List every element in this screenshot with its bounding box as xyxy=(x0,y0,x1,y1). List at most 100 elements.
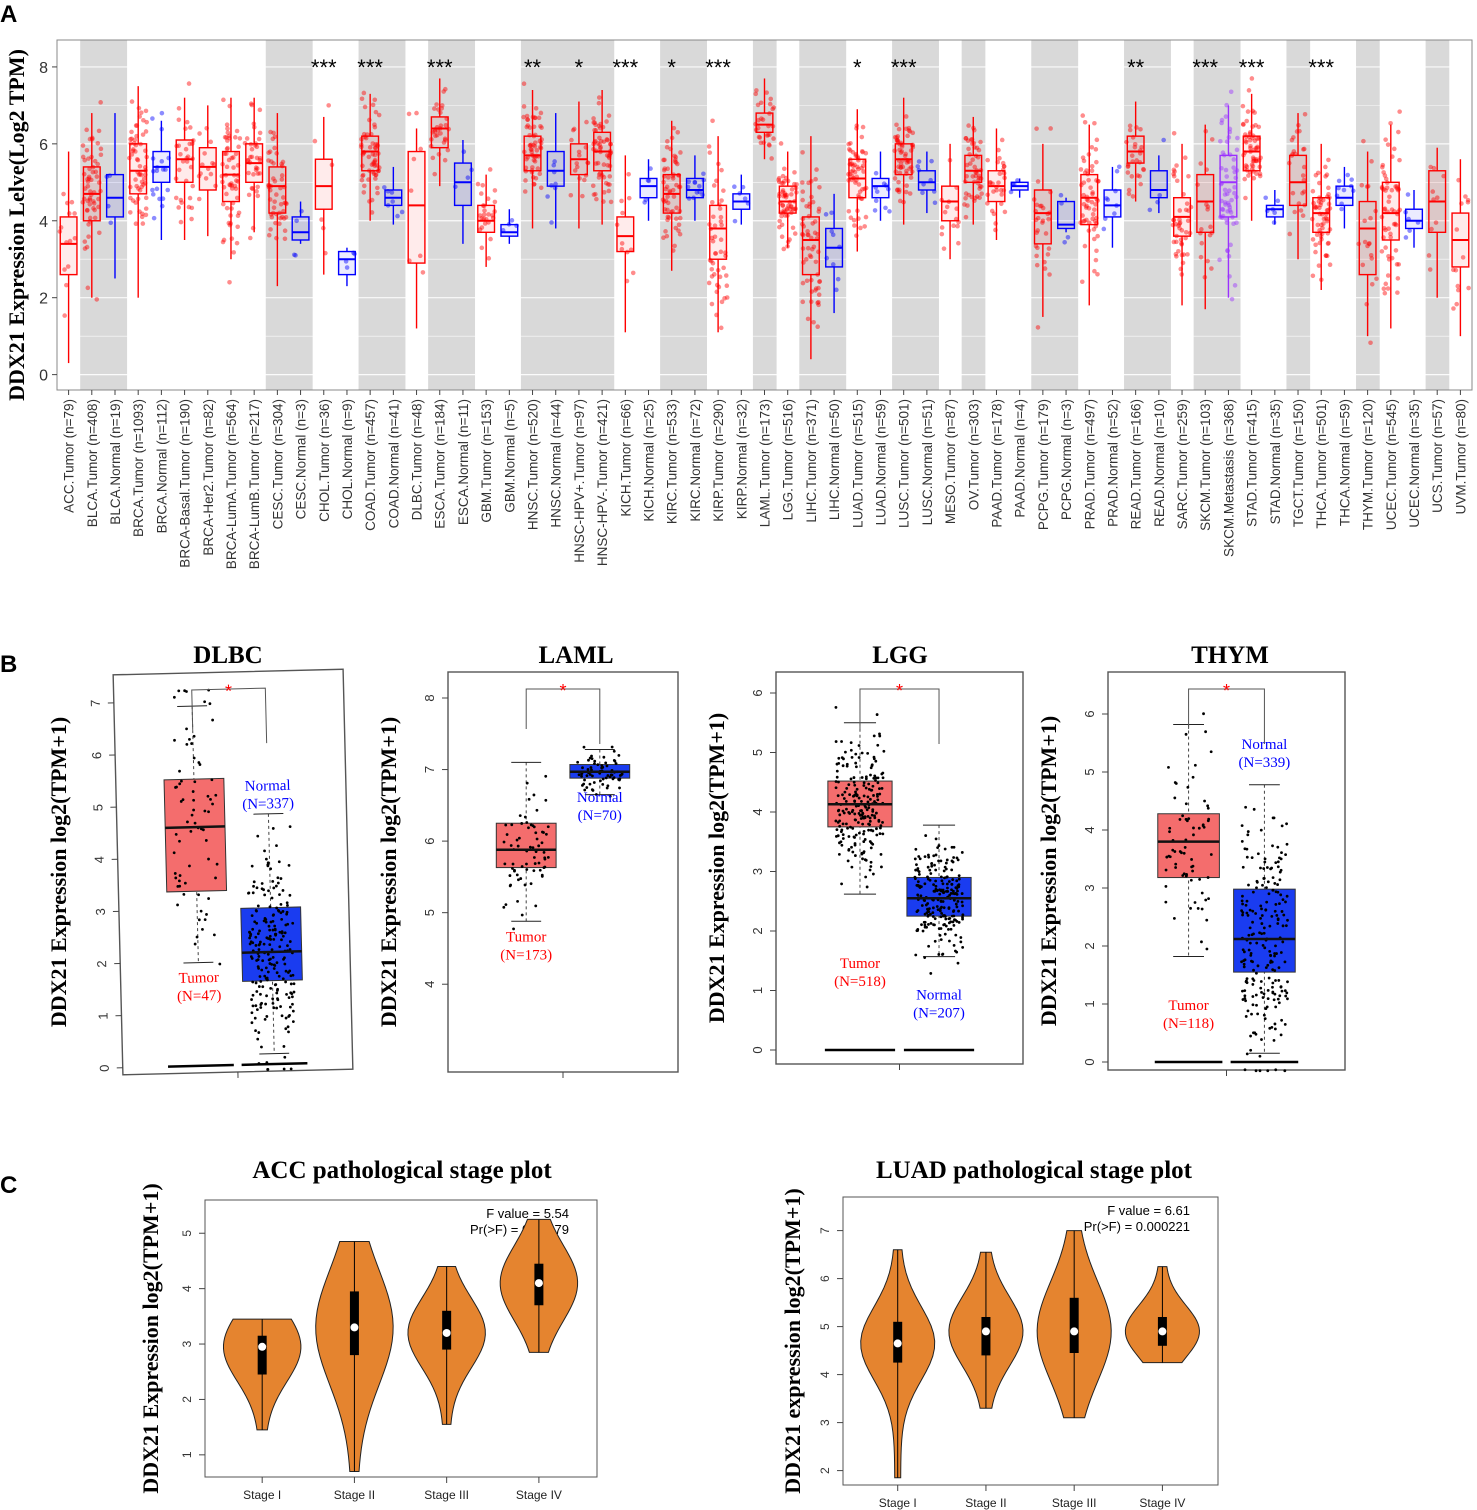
data-point xyxy=(1164,868,1168,872)
box xyxy=(407,150,426,264)
data-point xyxy=(1034,230,1040,235)
data-point xyxy=(275,991,279,995)
data-point xyxy=(1093,147,1099,152)
data-point xyxy=(233,178,239,183)
data-point xyxy=(1252,110,1257,115)
data-point xyxy=(263,1017,267,1021)
data-point xyxy=(1090,216,1095,222)
data-point xyxy=(800,189,806,194)
x-tick-label: LGG.Tumor (n=516) xyxy=(781,399,796,520)
data-point xyxy=(1386,226,1391,231)
data-point xyxy=(272,967,276,970)
data-point xyxy=(823,212,829,217)
data-point xyxy=(273,924,277,928)
data-point xyxy=(134,183,139,189)
data-point xyxy=(966,146,971,152)
data-point xyxy=(515,873,519,877)
violin-median xyxy=(534,1279,543,1288)
data-point xyxy=(1263,860,1267,864)
data-point xyxy=(1289,137,1295,143)
data-point xyxy=(1271,220,1277,225)
data-point xyxy=(913,857,917,861)
data-point xyxy=(231,165,236,170)
data-point xyxy=(1275,952,1278,955)
data-point xyxy=(672,159,678,164)
data-point xyxy=(1081,219,1086,224)
data-point xyxy=(281,216,287,221)
data-point xyxy=(293,253,298,258)
data-point xyxy=(804,203,809,209)
data-point xyxy=(898,150,904,155)
plot-frame xyxy=(447,671,679,1073)
data-point xyxy=(86,156,91,161)
data-point xyxy=(1268,1026,1272,1030)
data-point xyxy=(859,149,865,154)
data-point xyxy=(711,214,716,220)
data-point xyxy=(1231,221,1236,226)
data-point xyxy=(876,781,880,785)
data-point xyxy=(840,828,844,832)
data-point xyxy=(373,109,379,115)
significance-bracket xyxy=(1188,688,1265,744)
y-tick-label: 6 xyxy=(89,752,104,760)
data-point xyxy=(250,914,254,918)
data-point xyxy=(1382,225,1387,231)
data-point xyxy=(284,1027,288,1031)
data-point xyxy=(881,832,885,836)
data-point xyxy=(533,140,538,145)
data-point xyxy=(1280,824,1284,828)
data-point xyxy=(869,846,873,850)
data-point xyxy=(918,857,922,861)
data-point xyxy=(1205,258,1210,264)
data-point xyxy=(312,138,318,144)
data-point xyxy=(957,874,961,878)
data-point xyxy=(248,936,252,940)
data-point xyxy=(1263,857,1267,861)
data-point xyxy=(533,175,539,181)
data-point xyxy=(183,126,188,131)
data-point xyxy=(257,948,261,951)
data-point xyxy=(525,117,530,122)
x-tick-label: LUAD.Tumor (n=515) xyxy=(850,399,865,528)
data-point xyxy=(438,131,443,136)
data-point xyxy=(1386,199,1392,204)
data-point xyxy=(436,151,442,157)
box xyxy=(453,162,472,207)
data-point xyxy=(854,233,859,238)
data-point xyxy=(371,160,376,165)
data-point xyxy=(178,839,181,843)
data-point xyxy=(251,927,255,931)
data-point xyxy=(813,176,818,182)
data-point xyxy=(530,165,535,170)
data-point xyxy=(1206,876,1210,879)
data-point xyxy=(93,169,99,175)
data-point xyxy=(779,234,785,240)
data-point xyxy=(1191,775,1195,779)
data-point xyxy=(710,238,716,244)
data-point xyxy=(199,909,203,913)
data-point xyxy=(245,157,251,163)
box xyxy=(314,158,333,210)
significance-marker: * xyxy=(575,55,584,80)
data-point xyxy=(923,899,926,902)
data-point xyxy=(1183,207,1189,213)
data-point xyxy=(1379,249,1385,254)
data-point xyxy=(359,96,365,102)
data-point xyxy=(854,833,858,837)
data-point xyxy=(539,125,544,130)
data-point xyxy=(209,797,212,801)
data-point xyxy=(227,182,232,188)
data-point xyxy=(1317,180,1322,186)
data-point xyxy=(989,208,995,214)
data-point xyxy=(1301,164,1307,170)
data-point xyxy=(851,808,855,812)
box xyxy=(221,150,241,203)
data-point xyxy=(605,182,611,187)
data-point xyxy=(183,881,187,885)
data-point xyxy=(810,246,815,252)
data-point xyxy=(234,240,240,246)
data-point xyxy=(591,789,595,792)
data-point xyxy=(1183,235,1188,241)
